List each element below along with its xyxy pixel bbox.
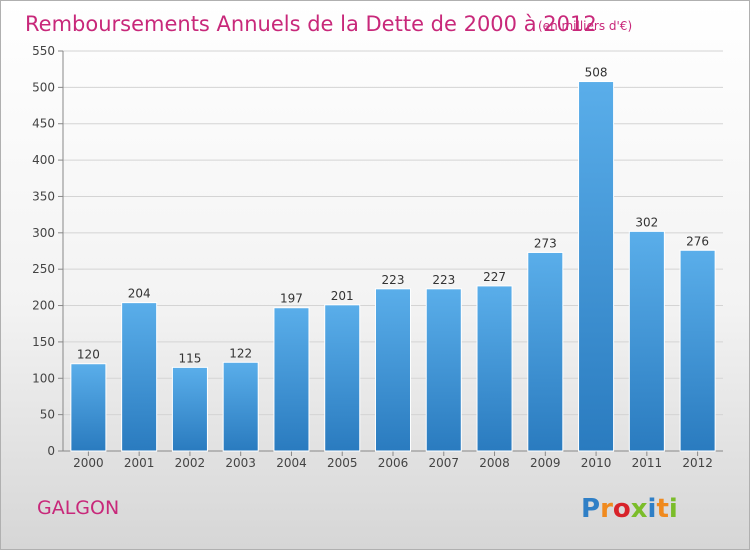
bar-2008 <box>476 285 513 452</box>
proxiti-logo: Proxiti <box>581 494 678 524</box>
bar-2010 <box>578 81 615 452</box>
bar-2002 <box>171 366 208 452</box>
x-tick-label-2001: 2001 <box>124 456 155 470</box>
y-tick-label: 100 <box>32 371 55 385</box>
x-tick-label-2010: 2010 <box>581 456 612 470</box>
bar-2007 <box>425 288 462 452</box>
commune-name: GALGON <box>37 497 119 519</box>
bar-2004 <box>273 307 310 452</box>
y-tick-label: 50 <box>40 408 55 422</box>
x-tick-label-2003: 2003 <box>225 456 256 470</box>
x-tick-label-2007: 2007 <box>428 456 459 470</box>
x-tick-label-2002: 2002 <box>175 456 206 470</box>
x-tick-label-2008: 2008 <box>479 456 510 470</box>
y-tick-label: 500 <box>32 80 55 94</box>
x-tick-label-2009: 2009 <box>530 456 561 470</box>
value-label-2009: 273 <box>534 236 557 250</box>
y-tick-label: 150 <box>32 335 55 349</box>
value-label-2001: 204 <box>128 287 151 301</box>
bar-2003 <box>222 361 259 452</box>
x-tick-label-2004: 2004 <box>276 456 307 470</box>
bar-2001 <box>121 302 158 452</box>
y-tick-label: 300 <box>32 226 55 240</box>
value-label-2002: 115 <box>178 351 201 365</box>
x-tick-label-2011: 2011 <box>632 456 663 470</box>
logo-letter: x <box>631 494 648 524</box>
y-tick-label: 0 <box>47 444 55 458</box>
bar-2000 <box>70 363 107 452</box>
value-label-2012: 276 <box>686 234 709 248</box>
value-label-2005: 201 <box>331 289 354 303</box>
y-tick-label: 250 <box>32 262 55 276</box>
value-label-2007: 223 <box>432 273 455 287</box>
x-tick-label-2012: 2012 <box>682 456 713 470</box>
chart-unit: (en milliers d'€) <box>538 19 632 33</box>
value-label-2006: 223 <box>382 273 405 287</box>
y-tick-label: 550 <box>32 44 55 58</box>
bar-2012 <box>679 249 716 452</box>
y-tick-label: 400 <box>32 153 55 167</box>
chart-title: Remboursements Annuels de la Dette de 20… <box>25 12 597 36</box>
x-tick-label-2005: 2005 <box>327 456 358 470</box>
logo-letter: i <box>648 494 657 524</box>
value-label-2003: 122 <box>229 346 252 360</box>
value-label-2011: 302 <box>635 215 658 229</box>
x-tick-label-2006: 2006 <box>378 456 409 470</box>
value-label-2004: 197 <box>280 292 303 306</box>
logo-letter: i <box>669 494 678 524</box>
value-label-2008: 227 <box>483 270 506 284</box>
value-label-2000: 120 <box>77 348 100 362</box>
logo-letter: P <box>581 494 600 524</box>
y-tick-label: 200 <box>32 299 55 313</box>
logo-letter: t <box>656 494 668 524</box>
logo-letter: o <box>613 494 631 524</box>
bars: 120 204 115 122 197 201 223 223 227 273 508 302 276 <box>70 66 716 452</box>
axes: 0 50 100 150 200 250 300 350 400 450 500 550 2000 200… <box>32 44 723 470</box>
bar-2005 <box>324 304 361 452</box>
y-tick-label: 450 <box>32 117 55 131</box>
x-tick-label-2000: 2000 <box>73 456 104 470</box>
bar-2009 <box>527 251 564 452</box>
y-tick-label: 350 <box>32 189 55 203</box>
bar-2006 <box>374 288 412 452</box>
bar-2011 <box>628 230 665 452</box>
logo-letter: r <box>600 494 613 524</box>
value-label-2010: 508 <box>585 66 608 80</box>
